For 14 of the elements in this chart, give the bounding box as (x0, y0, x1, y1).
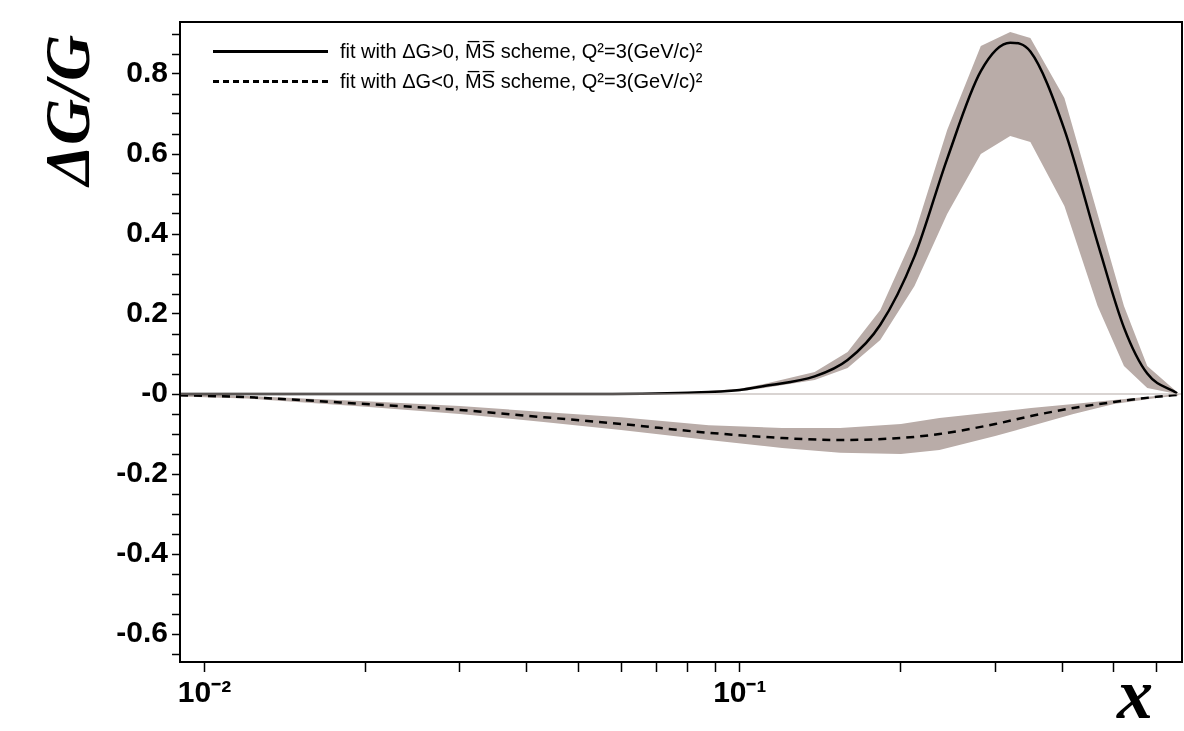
x-tick-label: 10⁻² (177, 675, 232, 709)
y-tick-label: -0.6 (116, 615, 168, 649)
y-tick-label: 0.8 (126, 55, 168, 89)
y-tick-label: -0 (141, 375, 168, 409)
x-tick-label: 10⁻¹ (713, 675, 767, 709)
y-axis-title: ΔG/G (31, 34, 103, 189)
y-tick-label: 0.2 (126, 295, 168, 329)
y-tick-label: -0.2 (116, 455, 168, 489)
x-axis-title: x (1116, 654, 1153, 731)
legend-label: fit with ΔG<0, M̅S̅ scheme, Q²=3(GeV/c)² (340, 69, 703, 93)
y-tick-label: -0.4 (116, 535, 169, 569)
legend-label: fit with ΔG>0, M̅S̅ scheme, Q²=3(GeV/c)² (340, 39, 703, 63)
y-tick-label: 0.4 (126, 215, 169, 249)
y-tick-label: 0.6 (126, 135, 168, 169)
